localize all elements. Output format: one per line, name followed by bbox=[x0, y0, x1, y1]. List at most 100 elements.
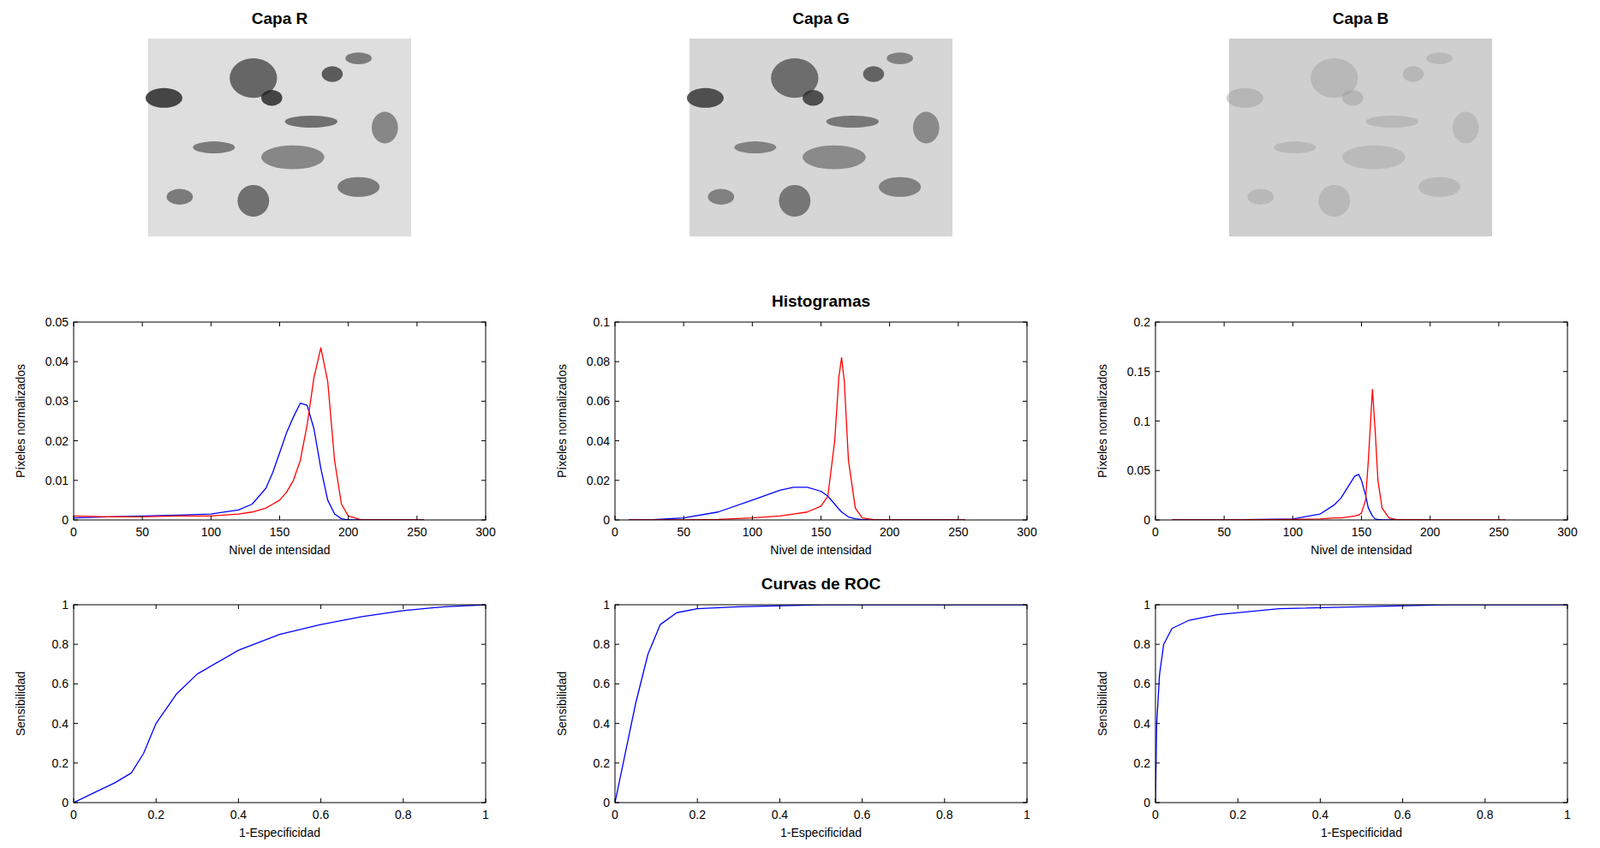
x-tick-label: 0.6 bbox=[853, 807, 872, 822]
y-tick-right bbox=[1022, 604, 1027, 606]
x-tick-top bbox=[1484, 604, 1486, 609]
y-tick-label: 1 bbox=[61, 597, 69, 612]
x-tick-label: 150 bbox=[1351, 525, 1373, 539]
y-tick-label: 0.04 bbox=[586, 434, 610, 448]
y-tick-right bbox=[1022, 519, 1027, 521]
series-group bbox=[628, 358, 966, 520]
image-blob bbox=[192, 141, 235, 154]
panel-title: Capa R bbox=[251, 9, 309, 28]
image-blob bbox=[886, 52, 914, 65]
image-blob bbox=[1418, 177, 1461, 198]
plot-frame bbox=[1155, 604, 1568, 803]
x-tick-top bbox=[142, 322, 144, 327]
y-tick-right bbox=[481, 802, 486, 804]
x-tick bbox=[1026, 515, 1028, 520]
x-tick-top bbox=[416, 322, 418, 327]
x-tick-label: 0.8 bbox=[394, 807, 412, 822]
image-blob bbox=[337, 177, 380, 198]
x-tick-top bbox=[485, 322, 487, 327]
x-tick bbox=[279, 515, 281, 520]
x-tick bbox=[683, 515, 685, 520]
x-tick bbox=[957, 515, 959, 520]
x-tick bbox=[779, 798, 781, 803]
series-line bbox=[73, 403, 424, 520]
x-tick-label: 300 bbox=[1016, 525, 1038, 539]
x-tick-top bbox=[1498, 322, 1499, 327]
x-tick-top bbox=[779, 604, 781, 609]
y-tick-label: 0.4 bbox=[52, 716, 70, 731]
image-blob bbox=[1452, 111, 1480, 144]
x-tick-top bbox=[402, 604, 404, 609]
x-tick-label: 0.6 bbox=[312, 807, 330, 822]
y-tick-label: 0.01 bbox=[45, 473, 69, 488]
x-tick bbox=[485, 798, 487, 803]
y-tick-label: 0.08 bbox=[586, 354, 610, 369]
x-tick bbox=[1026, 798, 1028, 803]
x-tick-label: 100 bbox=[742, 525, 764, 539]
image-blob bbox=[734, 141, 777, 154]
y-tick bbox=[614, 644, 620, 645]
line-chart: 05010015020025030000.020.040.060.080.1Ni… bbox=[555, 292, 1038, 557]
image-ground bbox=[148, 38, 412, 237]
y-tick bbox=[1155, 762, 1160, 764]
y-tick-label: 0.2 bbox=[52, 756, 70, 771]
y-tick-right bbox=[1022, 802, 1027, 804]
y-tick-label: 0.1 bbox=[593, 315, 611, 329]
y-tick-label: 0.8 bbox=[593, 637, 611, 651]
x-tick-top bbox=[485, 604, 487, 609]
image-blob bbox=[802, 89, 824, 106]
x-tick-top bbox=[1026, 604, 1028, 609]
x-tick-top bbox=[1402, 604, 1403, 609]
y-tick-right bbox=[1563, 683, 1568, 685]
image-blob bbox=[345, 52, 372, 65]
y-tick-right bbox=[1022, 322, 1027, 323]
line-chart: 00.20.40.60.8100.20.40.60.811-Especifici… bbox=[555, 574, 1031, 840]
y-tick bbox=[1155, 470, 1160, 472]
series-line bbox=[1171, 474, 1430, 520]
y-tick bbox=[614, 361, 620, 363]
x-tick bbox=[142, 515, 144, 520]
image-blob bbox=[1247, 189, 1274, 205]
x-axis-title: 1-Especificidad bbox=[238, 825, 321, 840]
x-tick bbox=[1567, 515, 1569, 520]
x-tick bbox=[485, 515, 487, 520]
y-tick-label: 0.02 bbox=[45, 434, 69, 448]
series-line bbox=[73, 604, 486, 803]
y-tick bbox=[73, 361, 78, 363]
y-tick-right bbox=[1022, 683, 1027, 685]
x-tick-label: 0.6 bbox=[1394, 807, 1412, 822]
y-tick bbox=[614, 683, 620, 685]
y-axis-title: Sensibilidad bbox=[1095, 671, 1110, 737]
x-tick-top bbox=[1026, 322, 1028, 327]
x-tick-label: 0.2 bbox=[147, 807, 165, 822]
y-tick-label: 0 bbox=[61, 795, 69, 810]
image-blob bbox=[913, 111, 940, 144]
image-blob bbox=[778, 185, 811, 217]
series-group bbox=[73, 604, 486, 803]
image-blob bbox=[1342, 145, 1406, 170]
x-tick-top bbox=[1292, 322, 1294, 327]
image-blob bbox=[686, 88, 724, 108]
image-panel bbox=[1226, 38, 1493, 237]
x-tick-label: 0.4 bbox=[771, 807, 789, 822]
x-tick bbox=[1155, 515, 1157, 520]
y-tick-right bbox=[1022, 644, 1027, 645]
x-tick bbox=[416, 515, 418, 520]
y-tick-label: 1 bbox=[602, 597, 610, 612]
y-tick-right bbox=[1563, 519, 1568, 521]
y-tick-label: 0.15 bbox=[1127, 364, 1151, 379]
x-tick bbox=[889, 515, 890, 520]
x-tick-top bbox=[1155, 604, 1157, 609]
series-group bbox=[1155, 604, 1568, 803]
image-ground bbox=[689, 38, 953, 237]
x-tick bbox=[1361, 515, 1362, 520]
x-tick-top bbox=[820, 322, 822, 327]
y-tick-label: 1 bbox=[1143, 597, 1151, 612]
x-tick-label: 0.2 bbox=[688, 807, 706, 822]
y-tick-right bbox=[1563, 762, 1568, 764]
y-tick-right bbox=[1022, 762, 1027, 764]
image-blob bbox=[261, 89, 283, 106]
y-tick bbox=[73, 440, 78, 442]
x-tick-label: 150 bbox=[811, 525, 832, 539]
x-tick bbox=[614, 515, 616, 520]
